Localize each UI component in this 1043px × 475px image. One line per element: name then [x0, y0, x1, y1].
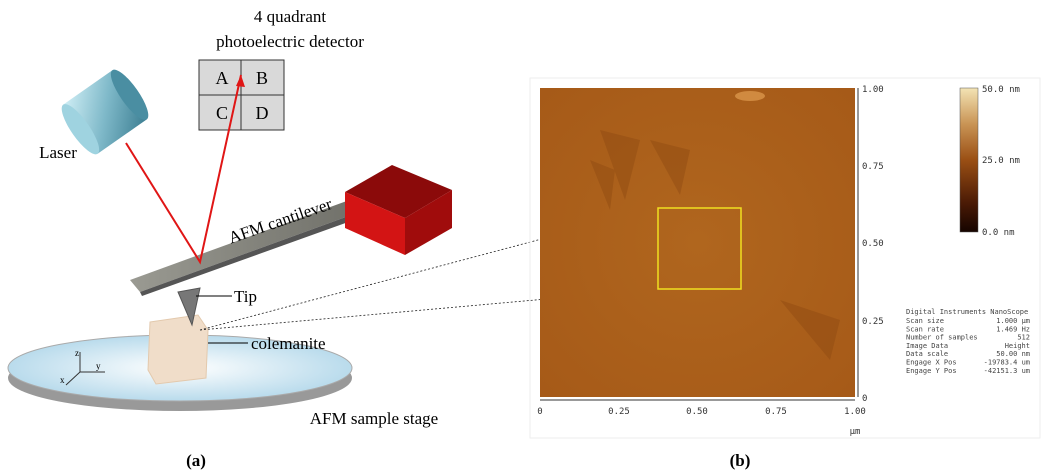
axis-label: y [96, 361, 101, 371]
info-value: 1.469 Hz [996, 325, 1030, 333]
axis-label: z [75, 348, 79, 358]
info-value: 512 [1017, 334, 1030, 342]
info-key: Engage Y Pos [906, 367, 957, 375]
y-tick-label: 1.00 [862, 85, 884, 95]
sample-label: colemanite [251, 334, 326, 353]
y-tick-label: 0.50 [862, 239, 884, 249]
info-value: Height [1005, 342, 1030, 350]
x-unit: µm [850, 427, 861, 437]
figure: 4 quadrant photoelectric detector A B C … [0, 0, 1043, 475]
x-tick-label: 1.00 [844, 407, 866, 417]
colorbar-label: 0.0 nm [982, 228, 1015, 238]
info-key: Image Data [906, 342, 948, 350]
info-key: Number of samples [906, 334, 978, 342]
quadrant-label: C [216, 103, 228, 123]
axis-label: x [60, 375, 65, 385]
info-key: Data scale [906, 350, 948, 358]
info-value: 50.00 nm [996, 350, 1030, 358]
info-key: Scan rate [906, 325, 944, 333]
info-value: 1.000 µm [996, 317, 1030, 325]
stage-label: AFM sample stage [310, 409, 438, 428]
y-tick-label: 0 [862, 394, 867, 404]
info-key: Engage X Pos [906, 359, 957, 367]
quadrant-label: B [256, 68, 268, 88]
panel-b: 1.00 0.75 0.50 0.25 0 0 0.25 0.50 0.75 1… [530, 78, 1040, 470]
info-key: Scan size [906, 317, 944, 325]
colorbar-label: 25.0 nm [982, 156, 1020, 166]
y-tick-label: 0.25 [862, 317, 884, 327]
x-tick-label: 0 [537, 407, 542, 417]
laser-label: Laser [39, 143, 77, 162]
x-tick-label: 0.75 [765, 407, 787, 417]
afm-image [540, 88, 855, 397]
caption: (b) [730, 451, 751, 470]
afm-feature [735, 91, 765, 101]
info-value: -42151.3 um [984, 367, 1030, 375]
y-tick-label: 0.75 [862, 162, 884, 172]
quadrant-label: A [216, 68, 229, 88]
quadrant-label: D [256, 103, 269, 123]
x-tick-label: 0.50 [686, 407, 708, 417]
panel-a: 4 quadrant photoelectric detector A B C … [8, 7, 452, 470]
sample [148, 315, 208, 384]
caption: (a) [186, 451, 206, 470]
x-tick-label: 0.25 [608, 407, 630, 417]
detector: A B C D [199, 60, 284, 130]
colorbar-label: 50.0 nm [982, 85, 1020, 95]
colorbar [960, 88, 978, 232]
info-header: Digital Instruments NanoScope [906, 308, 1028, 316]
info-table: Scan size 1.000 µm Scan rate 1.469 Hz Number… [906, 317, 1030, 375]
tip-label: Tip [234, 287, 257, 306]
info-value: -19783.4 um [984, 359, 1030, 367]
cantilever-block [345, 165, 452, 255]
detector-title: 4 quadrant [254, 7, 327, 26]
detector-title: photoelectric detector [216, 32, 364, 51]
